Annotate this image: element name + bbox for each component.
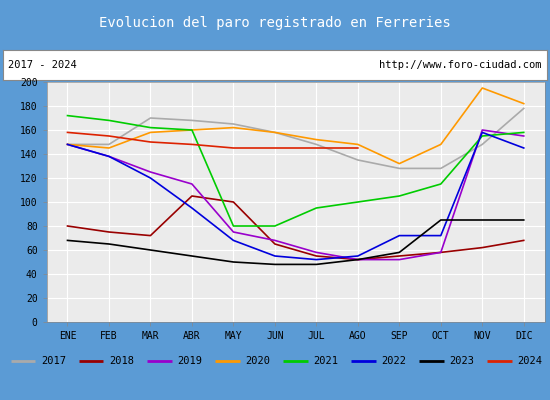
Text: http://www.foro-ciudad.com: http://www.foro-ciudad.com	[379, 60, 542, 70]
Text: Evolucion del paro registrado en Ferreries: Evolucion del paro registrado en Ferreri…	[99, 16, 451, 30]
Text: 2017 - 2024: 2017 - 2024	[8, 60, 77, 70]
Text: 2022: 2022	[381, 356, 406, 366]
Text: 2021: 2021	[313, 356, 338, 366]
Text: 2019: 2019	[177, 356, 202, 366]
Text: 2020: 2020	[245, 356, 270, 366]
Text: 2023: 2023	[449, 356, 474, 366]
Text: 2017: 2017	[41, 356, 66, 366]
Text: 2018: 2018	[109, 356, 134, 366]
Text: 2024: 2024	[518, 356, 542, 366]
